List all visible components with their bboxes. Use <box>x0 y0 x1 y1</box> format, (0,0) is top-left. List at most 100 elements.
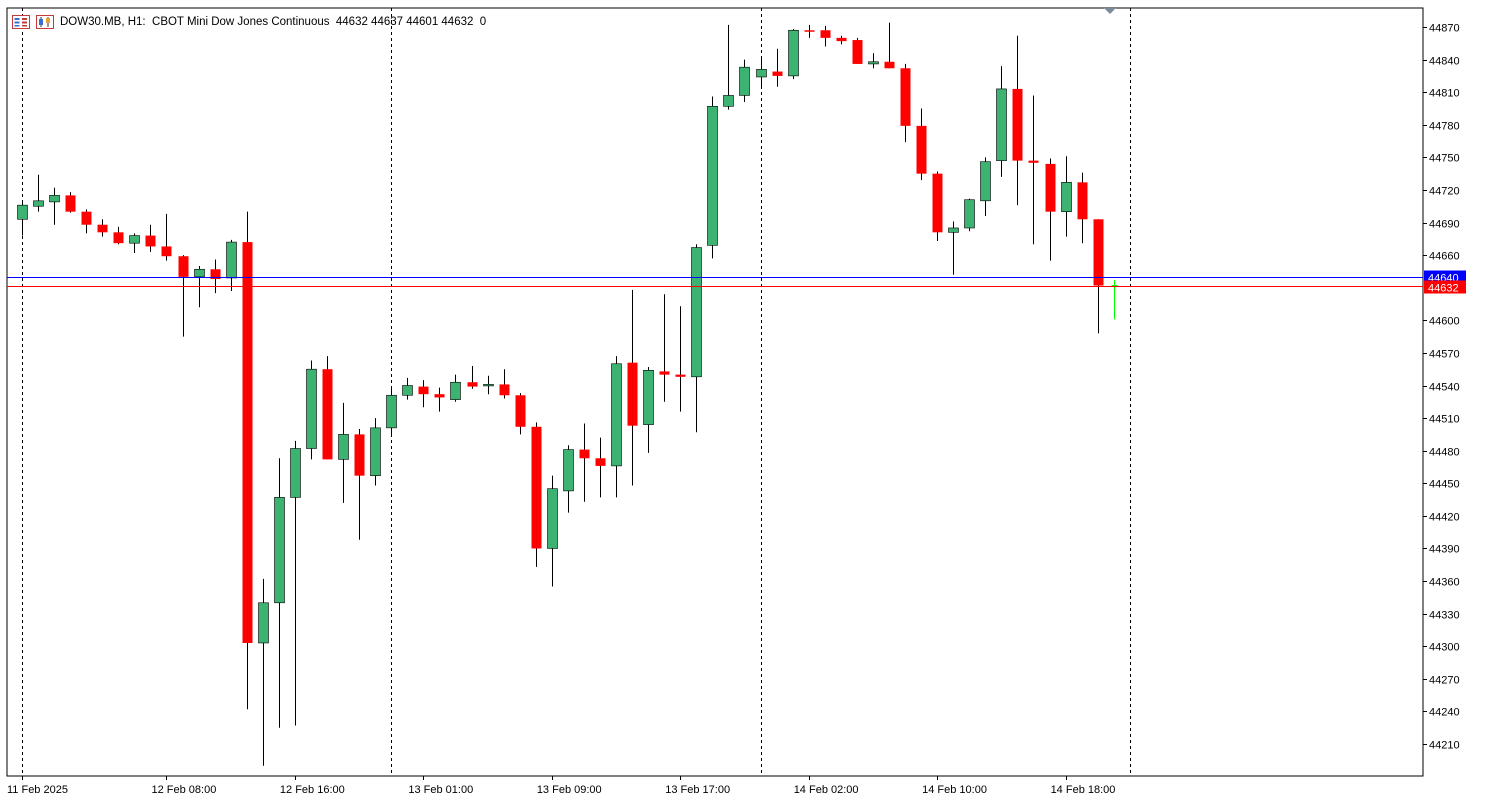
candle-body <box>306 368 317 449</box>
candle <box>434 387 445 412</box>
y-tick-label: 44570 <box>1429 349 1460 361</box>
candle <box>531 422 542 567</box>
candle-body <box>579 449 590 459</box>
candle <box>467 365 478 389</box>
candle-body <box>1028 160 1039 163</box>
candle <box>145 224 156 252</box>
candle <box>290 440 301 726</box>
candle <box>900 63 911 143</box>
y-tick-label: 44210 <box>1429 740 1460 752</box>
y-tick-label: 44300 <box>1429 642 1460 654</box>
candle-body <box>980 161 991 202</box>
candle-body <box>113 232 124 244</box>
candle-body <box>611 363 622 467</box>
candle-body <box>595 458 606 466</box>
candle-body <box>274 497 285 604</box>
candle-body <box>1045 163 1056 212</box>
candle-body <box>178 256 189 277</box>
candle <box>210 259 221 294</box>
candle-body <box>772 71 783 76</box>
menu-list-icon[interactable] <box>12 15 30 29</box>
candle-body <box>659 371 670 375</box>
candle <box>563 445 574 513</box>
candle <box>33 174 44 212</box>
candle-body <box>161 246 172 257</box>
candle <box>499 369 510 399</box>
candle <box>723 24 734 110</box>
y-tick-label: 44510 <box>1429 414 1460 426</box>
candle-body <box>338 434 349 460</box>
candle <box>17 202 28 236</box>
candle <box>258 578 269 766</box>
candle <box>97 219 108 237</box>
y-tick-label: 44360 <box>1429 577 1460 589</box>
candle <box>1061 156 1072 237</box>
y-tick-label: 44540 <box>1429 382 1460 394</box>
candle-body <box>1093 219 1104 286</box>
bid-price-tag <box>1424 280 1466 294</box>
candle-body <box>194 268 205 278</box>
candle-body <box>450 381 461 400</box>
candle <box>659 294 670 402</box>
candle-body <box>996 88 1007 161</box>
candle-body <box>1077 182 1088 220</box>
candle <box>579 423 590 502</box>
candle <box>707 96 718 259</box>
x-tick-label: 12 Feb 16:00 <box>280 784 345 796</box>
candle <box>595 437 606 498</box>
candle <box>964 198 975 232</box>
candle-body <box>563 449 574 492</box>
candle-body <box>804 30 815 32</box>
candle-body <box>65 195 76 212</box>
candle-body <box>258 602 269 644</box>
candle-body <box>129 235 140 244</box>
chart-candles-icon[interactable] <box>36 15 54 29</box>
candle-body <box>322 369 333 460</box>
candle <box>996 66 1007 177</box>
candle-body <box>81 211 92 225</box>
candle-body <box>1012 88 1023 161</box>
candle <box>547 475 558 587</box>
candle <box>49 187 60 225</box>
y-tick-label: 44750 <box>1429 153 1460 165</box>
y-tick-label: 44870 <box>1429 23 1460 35</box>
candle-body <box>643 369 654 425</box>
candle <box>65 192 76 213</box>
candle-body <box>739 66 750 96</box>
y-tick-label: 44270 <box>1429 675 1460 687</box>
chart-header: DOW30.MB, H1: CBOT Mini Dow Jones Contin… <box>12 13 486 31</box>
candle-body <box>483 384 494 387</box>
candle-body <box>515 395 526 427</box>
candle-body <box>707 106 718 246</box>
x-tick-label: 14 Feb 10:00 <box>922 784 987 796</box>
candle <box>1028 95 1039 245</box>
candle-body <box>145 235 156 247</box>
y-tick-label: 44240 <box>1429 707 1460 719</box>
x-tick-label: 13 Feb 09:00 <box>537 784 602 796</box>
candle-body <box>547 488 558 549</box>
y-tick-label: 44810 <box>1429 88 1460 100</box>
candle-body <box>290 448 301 498</box>
candle-body <box>242 242 253 643</box>
candle <box>756 57 767 89</box>
candle-body <box>836 37 847 42</box>
candle <box>804 24 815 38</box>
y-tick-label: 44420 <box>1429 512 1460 524</box>
candle-body <box>723 95 734 107</box>
candle <box>643 367 654 453</box>
bid-price-label: 44632 <box>1428 283 1459 295</box>
candle <box>1045 158 1056 261</box>
candle-body <box>820 30 831 38</box>
candle <box>868 53 879 69</box>
candle <box>836 35 847 45</box>
candle-body <box>675 374 686 377</box>
candle <box>242 211 253 710</box>
candle-body <box>627 362 638 426</box>
candle <box>113 226 124 245</box>
candle-body <box>852 40 863 64</box>
candle-body <box>97 224 108 233</box>
candle <box>81 209 92 234</box>
candle <box>354 428 365 540</box>
